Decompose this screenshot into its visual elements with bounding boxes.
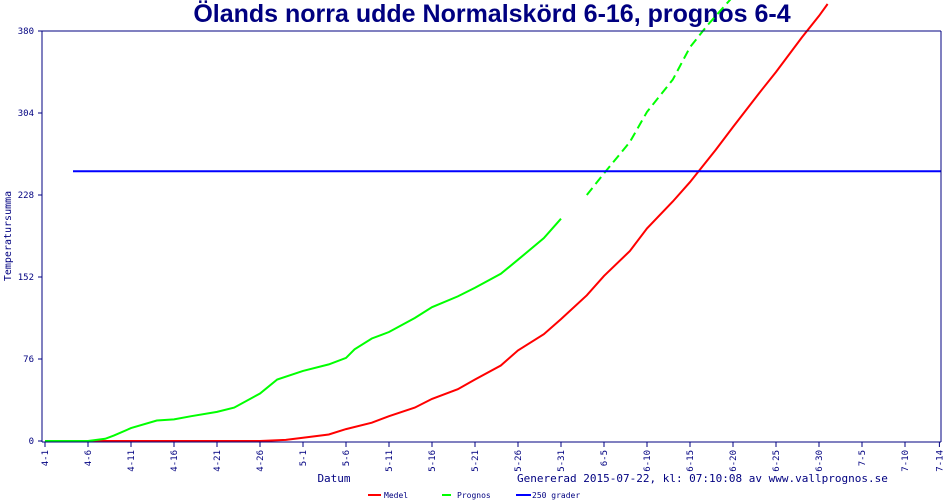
x-tick-label: 4-6	[84, 450, 94, 466]
y-tick-label: 380	[18, 27, 34, 37]
x-axis-label: Datum	[317, 472, 350, 485]
x-tick-label: 5-31	[557, 450, 567, 472]
y-tick-label: 0	[29, 437, 34, 447]
legend-label-prognos: Prognos	[457, 491, 491, 500]
x-tick-label: 7-5	[858, 450, 868, 466]
footer-generated: Genererad 2015-07-22, kl: 07:10:08 av ww…	[517, 472, 888, 485]
x-tick-label: 6-30	[815, 450, 825, 472]
x-tick-label: 4-11	[127, 450, 137, 472]
x-tick-label: 4-21	[213, 450, 223, 472]
legend-label-medel: Medel	[384, 491, 408, 500]
legend-label-250-grader: 250 grader	[532, 491, 580, 500]
x-tick-label: 7-14	[935, 450, 945, 472]
x-tick-label: 4-26	[256, 450, 266, 472]
x-tick-label: 6-10	[643, 450, 653, 472]
x-tick-label: 6-25	[772, 450, 782, 472]
x-tick-label: 7-10	[901, 450, 911, 472]
x-tick-label: 5-6	[342, 450, 352, 466]
x-ticks: 4-1 4-6 4-11 4-16 4-21 4-26 5-1 5-6 5-11 5-16 5-21…	[41, 442, 945, 472]
x-tick-label: 4-16	[170, 450, 180, 472]
y-ticks: 0 76 152 228 304 380	[18, 27, 42, 447]
y-tick-label: 228	[18, 191, 34, 201]
y-tick-label: 304	[18, 109, 34, 119]
plot-area	[44, 0, 941, 442]
chart-title: Ölands norra udde Normalskörd 6-16, prog…	[193, 0, 790, 28]
y-tick-label: 76	[23, 355, 34, 365]
series-medel-line	[45, 3, 829, 442]
x-tick-label: 5-11	[385, 450, 395, 472]
x-tick-label: 5-16	[428, 450, 438, 472]
axes	[41, 30, 942, 443]
x-tick-label: 6-20	[729, 450, 739, 472]
legend: Medel Prognos 250 grader	[368, 491, 580, 500]
x-tick-label: 4-1	[41, 450, 51, 466]
x-tick-label: 6-5	[600, 450, 610, 466]
series-prognos-dashed-line	[586, 0, 732, 196]
x-tick-label: 6-15	[686, 450, 696, 472]
x-tick-label: 5-26	[514, 450, 524, 472]
x-tick-label: 5-1	[299, 450, 309, 466]
series-prognos-line	[45, 218, 562, 442]
x-tick-label: 5-21	[471, 450, 481, 472]
y-tick-label: 152	[18, 273, 34, 283]
y-axis-label: Temperatursumma	[3, 191, 14, 281]
